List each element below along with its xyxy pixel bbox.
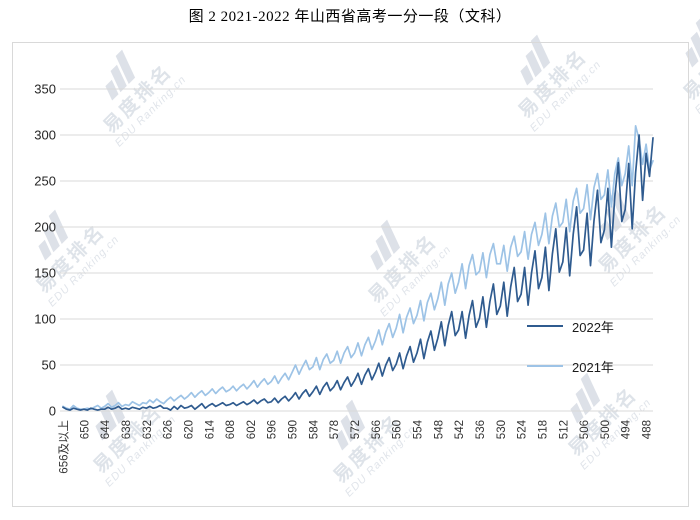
- x-tick-label: 494: [621, 419, 633, 439]
- x-tick-label: 608: [225, 420, 237, 439]
- x-tick-label: 536: [475, 420, 487, 439]
- y-tick-label: 100: [34, 312, 56, 327]
- x-tick-label: 602: [246, 420, 258, 439]
- legend-label-2022: 2022年: [572, 319, 614, 335]
- x-tick-label: 656及以上: [58, 420, 71, 474]
- y-tick-label: 250: [34, 174, 56, 189]
- chart-title: 图 2 2021-2022 年山西省高考一分一段（文科）: [188, 9, 512, 25]
- legend-label-2021: 2021年: [572, 359, 614, 375]
- x-tick-label: 500: [600, 420, 612, 439]
- y-tick-label: 200: [34, 220, 56, 235]
- x-tick-label: 548: [433, 420, 445, 439]
- y-tick-label: 350: [34, 82, 56, 97]
- x-tick-label: 590: [288, 420, 300, 439]
- y-tick-label: 50: [42, 358, 56, 373]
- x-tick-label: 626: [163, 420, 175, 439]
- series-line-2022年: [62, 134, 654, 411]
- x-tick-label: 560: [392, 420, 404, 439]
- x-tick-label: 644: [100, 419, 112, 439]
- x-tick-label: 632: [142, 420, 154, 439]
- x-tick-label: 566: [371, 420, 383, 439]
- x-tick-label: 614: [204, 419, 216, 439]
- series-line-2021年: [62, 124, 654, 411]
- chart-area: 0 50 100 150 200 250 300 350 656及以上 650 644 638 632 6…: [12, 42, 689, 507]
- legend-line-2021-icon: [527, 365, 563, 367]
- watermark-text-en: EDU Ranking.cn: [692, 40, 700, 117]
- x-tick-label: 596: [267, 420, 279, 439]
- legend-entry-2021: 2021年: [527, 356, 614, 376]
- y-tick-label: 0: [49, 404, 56, 419]
- x-tick-label: 518: [537, 420, 549, 439]
- plot-svg: 0 50 100 150 200 250 300 350 656及以上 650 644 638 632 6…: [34, 82, 654, 474]
- x-tick-label: 542: [454, 420, 466, 439]
- y-tick-label: 150: [34, 266, 56, 281]
- y-tick-label: 300: [34, 128, 56, 143]
- legend-line-2022-icon: [527, 325, 563, 327]
- x-tick-label: 506: [579, 420, 591, 439]
- x-tick-label: 584: [308, 419, 320, 439]
- legend: 2022年 2021年: [527, 316, 614, 396]
- x-tick-label: 578: [329, 420, 341, 439]
- x-tick-label: 512: [558, 420, 570, 439]
- legend-entry-2022: 2022年: [527, 316, 614, 336]
- x-tick-label: 650: [79, 420, 91, 439]
- x-tick-label: 638: [121, 420, 133, 439]
- x-tick-label: 530: [496, 420, 508, 439]
- x-tick-label: 620: [183, 420, 195, 439]
- logo-bar: [690, 32, 700, 60]
- x-tick-label: 572: [350, 420, 362, 439]
- x-tick-label: 554: [413, 419, 425, 439]
- x-tick-label: 524: [517, 419, 529, 439]
- x-tick-label: 488: [642, 420, 654, 439]
